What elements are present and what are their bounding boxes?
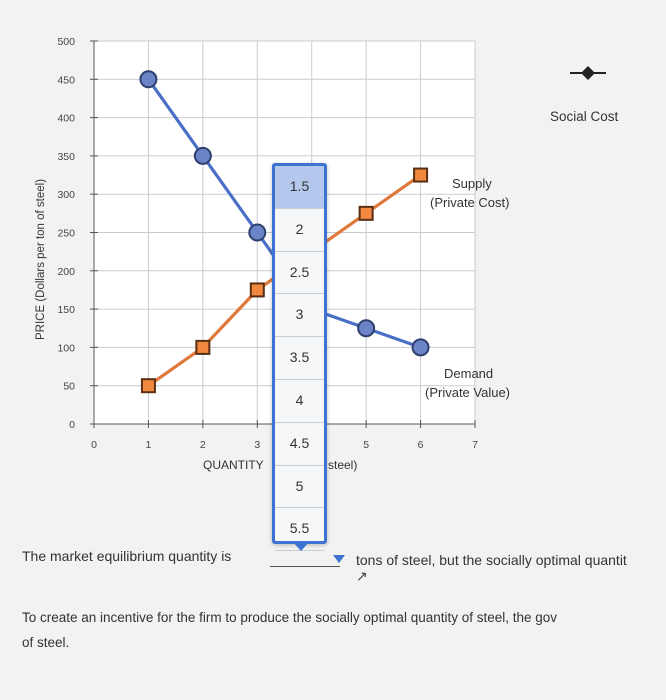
y-tick-label: 200 [57, 266, 75, 278]
instruction-paragraph: To create an incentive for the firm to p… [22, 605, 557, 655]
x-tick-label: 7 [472, 439, 478, 451]
y-tick-label: 250 [57, 228, 75, 240]
x-axis-label-right: steel) [328, 458, 357, 472]
x-tick-label: 0 [91, 439, 97, 451]
instruction-line-2: of steel. [22, 635, 70, 650]
quantity-dropdown-list[interactable]: 1.5 2 2.5 3 3.5 4 4.5 5 5.5 [272, 163, 327, 552]
chevron-down-icon[interactable] [333, 555, 345, 563]
y-tick-label: 500 [57, 36, 75, 48]
social-cost-legend-icon[interactable] [570, 66, 606, 80]
y-tick-label: 100 [57, 342, 75, 354]
dropdown-handle-icon [292, 541, 310, 551]
x-tick-label: 2 [200, 439, 206, 451]
supply-point [358, 205, 374, 221]
mouse-cursor-icon: ↗ [356, 568, 368, 584]
demand-label: Demand [444, 366, 493, 381]
y-tick-label: 0 [69, 419, 75, 431]
y-tick-label: 50 [63, 381, 75, 393]
dropdown-option[interactable]: 3.5 [275, 337, 324, 380]
supply-point [413, 167, 429, 183]
demand-point [357, 319, 376, 338]
dropdown-option[interactable]: 4.5 [275, 423, 324, 466]
x-tick-label: 5 [363, 439, 369, 451]
y-axis-label: PRICE (Dollars per ton of steel) [35, 179, 47, 340]
social-cost-legend-label: Social Cost [550, 109, 619, 124]
x-tick-label: 3 [254, 439, 260, 451]
supply-point [249, 282, 265, 298]
demand-point [411, 338, 430, 357]
question-prefix: The market equilibrium quantity is [22, 548, 232, 564]
question-suffix: tons of steel, but the socially optimal … [356, 552, 627, 568]
y-tick-label: 150 [57, 304, 75, 316]
price-quantity-chart: 0 50 100 150 200 250 300 350 400 450 500 0 1 2 3 4 5 6 7 P… [35, 36, 619, 472]
demand-point [193, 146, 212, 165]
instruction-line-1: To create an incentive for the firm to p… [22, 610, 558, 625]
x-tick-label: 6 [418, 439, 424, 451]
dropdown-option[interactable]: 2.5 [275, 252, 324, 295]
demand-sublabel: (Private Value) [425, 385, 510, 400]
dropdown-option[interactable]: 4 [275, 380, 324, 423]
supply-point [140, 378, 156, 394]
demand-point [139, 70, 158, 89]
supply-sublabel: (Private Cost) [430, 195, 509, 210]
y-tick-label: 350 [57, 151, 75, 163]
x-axis-label-left: QUANTITY [203, 458, 264, 472]
y-tick-label: 450 [57, 74, 75, 86]
equilibrium-quantity-select[interactable] [270, 566, 340, 567]
dropdown-option[interactable]: 2 [275, 209, 324, 252]
supply-label: Supply [452, 176, 492, 191]
demand-point [248, 223, 267, 242]
dropdown-option[interactable]: 5 [275, 466, 324, 509]
supply-point [195, 339, 211, 355]
y-tick-label: 400 [57, 113, 75, 125]
dropdown-option[interactable]: 1.5 [275, 166, 324, 209]
y-tick-label: 300 [57, 189, 75, 201]
dropdown-option[interactable]: 3 [275, 294, 324, 338]
x-tick-label: 1 [146, 439, 152, 451]
